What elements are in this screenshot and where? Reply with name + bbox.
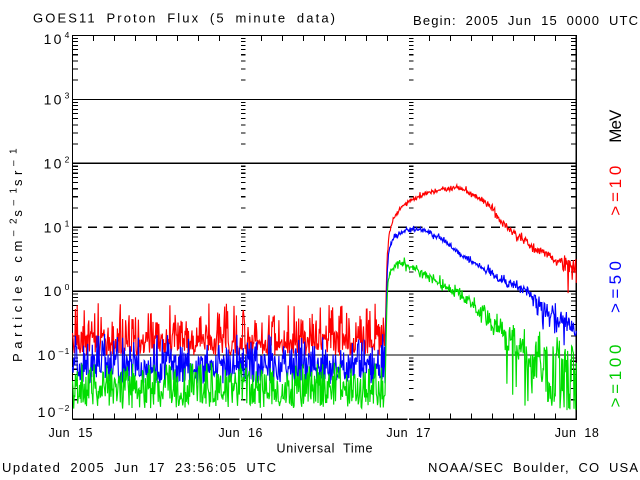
svg-text:Jun 15: Jun 15 bbox=[49, 426, 93, 440]
svg-text:Universal Time: Universal Time bbox=[277, 442, 373, 456]
svg-text:NOAA/SEC Boulder, CO USA: NOAA/SEC Boulder, CO USA bbox=[428, 460, 638, 475]
svg-text:Begin: 2005 Jun 15 0000 UTC: Begin: 2005 Jun 15 0000 UTC bbox=[413, 13, 638, 28]
svg-text:Jun 18: Jun 18 bbox=[555, 426, 599, 440]
svg-text:GOES11 Proton Flux (5 minute d: GOES11 Proton Flux (5 minute data) bbox=[33, 10, 335, 25]
svg-text:104: 104 bbox=[44, 30, 71, 47]
svg-text:101: 101 bbox=[44, 218, 71, 235]
svg-text:MeV: MeV bbox=[606, 109, 625, 143]
svg-text:103: 103 bbox=[44, 91, 71, 108]
svg-text:Jun 16: Jun 16 bbox=[218, 426, 262, 440]
svg-text:102: 102 bbox=[44, 155, 71, 172]
svg-text:100: 100 bbox=[44, 282, 71, 299]
svg-text:Updated 2005 Jun 17 23:56:05 U: Updated 2005 Jun 17 23:56:05 UTC bbox=[2, 460, 276, 475]
svg-text:Jun 17: Jun 17 bbox=[386, 426, 430, 440]
svg-text:>=100: >=100 bbox=[606, 345, 625, 408]
